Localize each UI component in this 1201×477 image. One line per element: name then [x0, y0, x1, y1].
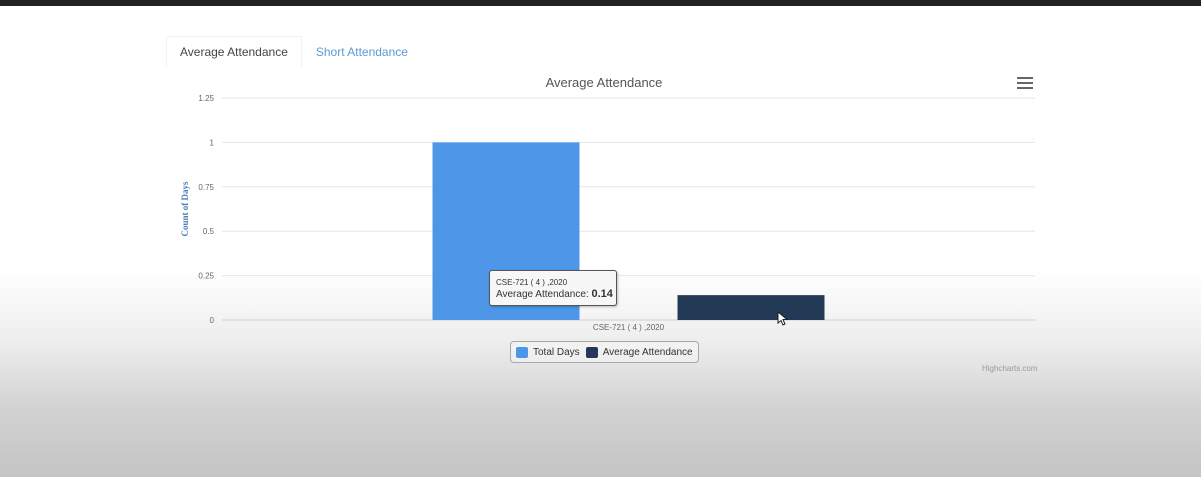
tooltip-body: Average Attendance: 0.14 — [496, 288, 613, 301]
tooltip-value: 0.14 — [591, 288, 613, 300]
tab-bar: Average Attendance Short Attendance — [166, 36, 422, 68]
y-tick-label: 0.75 — [198, 183, 214, 192]
legend-item-average-attendance[interactable]: Average Attendance — [585, 346, 693, 358]
tooltip-series-label: Average Attendance: — [496, 289, 589, 300]
y-tick-label: 0 — [210, 316, 215, 325]
y-axis-label: Count of Days — [180, 181, 190, 237]
legend-label-average-attendance: Average Attendance — [602, 346, 693, 358]
legend-item-total-days[interactable]: Total Days — [516, 346, 580, 358]
top-bar — [0, 0, 1201, 6]
y-axis-ticks: 0 0.25 0.5 0.75 1 1.25 — [198, 94, 214, 325]
credits-link[interactable]: Highcharts.com — [982, 364, 1038, 373]
chart-title: Average Attendance — [546, 75, 663, 90]
mouse-cursor-icon — [777, 311, 789, 326]
x-axis-ticks: CSE-721 ( 4 ) ,2020 — [593, 323, 665, 332]
tooltip-header: CSE-721 ( 4 ) ,2020 — [496, 278, 568, 287]
y-tick-label: 0.25 — [198, 272, 214, 281]
tab-average-attendance[interactable]: Average Attendance — [166, 36, 302, 68]
legend: Total Days Average Attendance — [510, 341, 699, 363]
y-tick-label: 1 — [210, 138, 215, 147]
legend-label-total-days: Total Days — [533, 346, 580, 358]
y-tick-label: 0.5 — [203, 227, 215, 236]
bar-average-attendance[interactable] — [677, 295, 825, 320]
grid-lines — [222, 97, 1035, 321]
tab-short-attendance[interactable]: Short Attendance — [315, 45, 408, 59]
hamburger-menu-icon[interactable] — [1017, 77, 1033, 91]
x-tick-label: CSE-721 ( 4 ) ,2020 — [593, 323, 665, 332]
y-tick-label: 1.25 — [198, 94, 214, 103]
legend-swatch-total-days — [516, 346, 528, 358]
tooltip: CSE-721 ( 4 ) ,2020 Average Attendance: … — [489, 270, 617, 306]
legend-swatch-average-attendance — [585, 346, 598, 358]
